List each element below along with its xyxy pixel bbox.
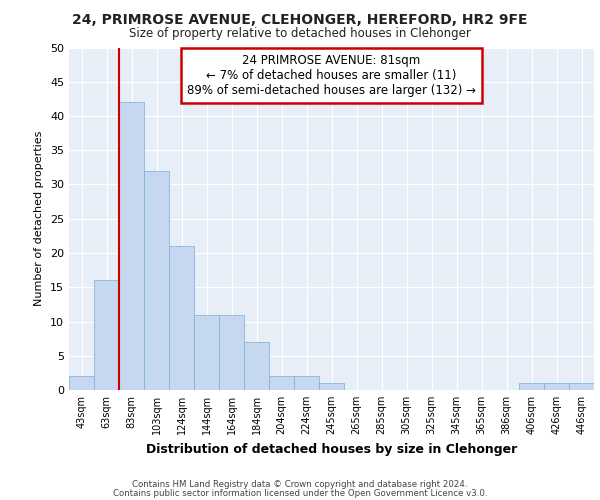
Bar <box>169 246 194 390</box>
Bar <box>519 383 544 390</box>
Bar <box>69 376 94 390</box>
Bar <box>219 314 244 390</box>
Bar <box>294 376 319 390</box>
Bar <box>244 342 269 390</box>
Bar <box>319 383 344 390</box>
Bar <box>194 314 219 390</box>
Bar <box>119 102 144 390</box>
Bar <box>569 383 594 390</box>
Text: 24 PRIMROSE AVENUE: 81sqm
← 7% of detached houses are smaller (11)
89% of semi-d: 24 PRIMROSE AVENUE: 81sqm ← 7% of detach… <box>187 54 476 98</box>
Text: Contains HM Land Registry data © Crown copyright and database right 2024.: Contains HM Land Registry data © Crown c… <box>132 480 468 489</box>
Bar <box>144 171 169 390</box>
Text: Contains public sector information licensed under the Open Government Licence v3: Contains public sector information licen… <box>113 488 487 498</box>
Text: Size of property relative to detached houses in Clehonger: Size of property relative to detached ho… <box>129 28 471 40</box>
Bar <box>94 280 119 390</box>
Y-axis label: Number of detached properties: Number of detached properties <box>34 131 44 306</box>
Bar <box>544 383 569 390</box>
Text: 24, PRIMROSE AVENUE, CLEHONGER, HEREFORD, HR2 9FE: 24, PRIMROSE AVENUE, CLEHONGER, HEREFORD… <box>72 12 528 26</box>
X-axis label: Distribution of detached houses by size in Clehonger: Distribution of detached houses by size … <box>146 442 517 456</box>
Bar <box>269 376 294 390</box>
